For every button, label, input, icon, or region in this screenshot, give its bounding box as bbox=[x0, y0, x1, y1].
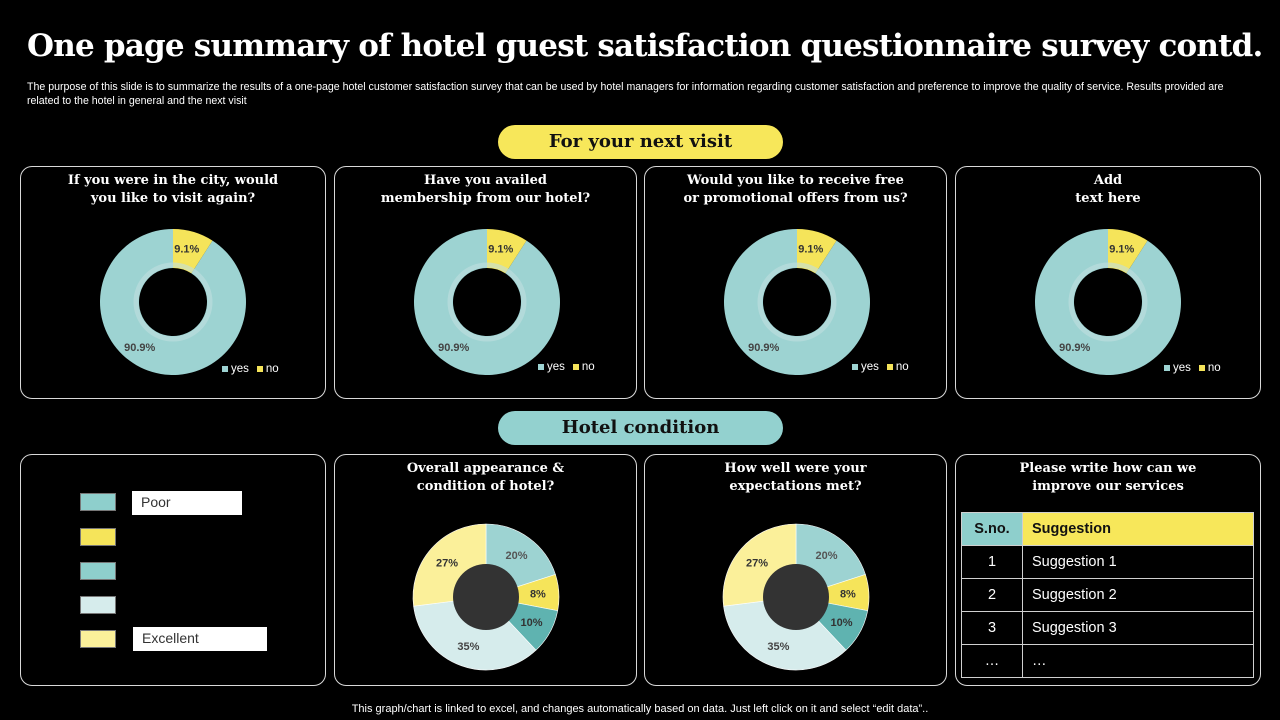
donut-inner-ring bbox=[1068, 262, 1148, 342]
chart-legend: yes no bbox=[538, 361, 595, 373]
pie-chart-expectations[interactable]: 20% 8% 10% 35% 27% bbox=[645, 455, 948, 687]
table-cell: 1 bbox=[961, 545, 1023, 579]
donut-slice-no[interactable] bbox=[1108, 229, 1148, 274]
chart-legend: yes no bbox=[222, 363, 279, 375]
column-header-sno: S.no. bbox=[961, 512, 1023, 546]
slice-label-no: 9.1% bbox=[174, 243, 199, 255]
slice-label-no: 9.1% bbox=[1109, 243, 1134, 255]
page-title: One page summary of hotel guest satisfac… bbox=[27, 28, 1263, 64]
slice-label-yes: 90.9% bbox=[748, 342, 779, 354]
donut-slice-yes[interactable] bbox=[724, 229, 870, 375]
slice-label-yes: 90.9% bbox=[124, 342, 155, 354]
table-row: 1 Suggestion 1 bbox=[961, 545, 1254, 579]
donut-inner-ring bbox=[447, 262, 527, 342]
table-header-row: S.no. Suggestion bbox=[961, 512, 1254, 546]
donut-slice-yes[interactable] bbox=[99, 229, 246, 375]
card-title: Overall appearance & condition of hotel? bbox=[406, 461, 565, 494]
rating-swatch bbox=[80, 630, 116, 648]
section-next-visit: For your next visit bbox=[498, 125, 783, 159]
pie-center-hole bbox=[763, 564, 829, 630]
slice-label: 20% bbox=[816, 550, 838, 562]
pie-slice[interactable] bbox=[413, 596, 537, 671]
slice-label-yes: 90.9% bbox=[438, 342, 469, 354]
legend-yes: yes bbox=[538, 361, 565, 373]
slice-label: 35% bbox=[457, 641, 479, 653]
legend-no: no bbox=[256, 363, 279, 375]
legend-yes: yes bbox=[852, 361, 879, 373]
slice-label: 8% bbox=[840, 589, 856, 601]
rating-key-card: Poor Excellent bbox=[20, 454, 326, 686]
donut-slice-no[interactable] bbox=[797, 229, 837, 274]
table-cell: 2 bbox=[961, 578, 1023, 612]
slice-label: 8% bbox=[530, 589, 546, 601]
rating-label-excellent[interactable]: Excellent bbox=[133, 627, 267, 651]
donut-card-membership: Have you availed membership from our hot… bbox=[334, 166, 637, 399]
section-hotel-condition: Hotel condition bbox=[498, 411, 783, 445]
rating-swatch bbox=[80, 596, 116, 614]
pie-card-appearance: Overall appearance & condition of hotel?… bbox=[334, 454, 637, 686]
rating-swatch bbox=[80, 528, 116, 546]
donut-slice-yes[interactable] bbox=[413, 229, 560, 375]
table-cell[interactable]: Suggestion 1 bbox=[1022, 545, 1254, 579]
table-cell[interactable]: … bbox=[1022, 644, 1254, 678]
donut-slice-yes[interactable] bbox=[1035, 229, 1181, 375]
card-title: Please write how can we improve our serv… bbox=[1019, 461, 1197, 494]
column-header-suggestion: Suggestion bbox=[1022, 512, 1254, 546]
donut-inner-ring bbox=[757, 262, 837, 342]
table-cell[interactable]: Suggestion 2 bbox=[1022, 578, 1254, 612]
slice-label: 20% bbox=[506, 550, 528, 562]
table-cell: … bbox=[961, 644, 1023, 678]
slice-label-no: 9.1% bbox=[798, 243, 823, 255]
rating-label-poor[interactable]: Poor bbox=[132, 491, 242, 515]
donut-chart-add-text[interactable]: 9.1% 90.9% bbox=[956, 167, 1262, 400]
legend-no: no bbox=[1198, 362, 1221, 374]
pie-slice[interactable] bbox=[723, 596, 847, 671]
card-title: If you were in the city, would you like … bbox=[67, 173, 279, 206]
donut-chart-offers[interactable]: 9.1% 90.9% bbox=[645, 167, 948, 400]
slice-label: 10% bbox=[521, 617, 543, 629]
donut-inner-ring bbox=[133, 262, 213, 342]
legend-yes: yes bbox=[222, 363, 249, 375]
slice-label-no: 9.1% bbox=[488, 243, 513, 255]
donut-card-offers: Would you like to receive free or promot… bbox=[644, 166, 947, 399]
legend-yes: yes bbox=[1164, 362, 1191, 374]
legend-no: no bbox=[572, 361, 595, 373]
donut-slice-no[interactable] bbox=[487, 229, 527, 274]
table-cell[interactable]: Suggestion 3 bbox=[1022, 611, 1254, 645]
card-title: How well were your expectations met? bbox=[724, 461, 867, 494]
card-title: Add text here bbox=[1075, 173, 1141, 206]
table-row: … … bbox=[961, 644, 1254, 678]
card-title: Would you like to receive free or promot… bbox=[683, 173, 908, 206]
donut-card-visit-again: If you were in the city, would you like … bbox=[20, 166, 326, 399]
pie-card-expectations: How well were your expectations met? 20%… bbox=[644, 454, 947, 686]
donut-slice-no[interactable] bbox=[173, 229, 213, 274]
slice-label-yes: 90.9% bbox=[1059, 342, 1090, 354]
page-subtitle: The purpose of this slide is to summariz… bbox=[27, 81, 1224, 107]
pie-center-hole bbox=[453, 564, 519, 630]
donut-chart-membership[interactable]: 9.1% 90.9% bbox=[335, 167, 638, 400]
suggestions-card: Please write how can we improve our serv… bbox=[955, 454, 1261, 686]
slice-label: 27% bbox=[436, 558, 458, 570]
table-cell: 3 bbox=[961, 611, 1023, 645]
donut-chart-visit-again[interactable]: 9.1% 90.9% bbox=[21, 167, 327, 400]
table-row: 3 Suggestion 3 bbox=[961, 611, 1254, 645]
slice-label: 27% bbox=[746, 558, 768, 570]
donut-card-add-text: Add text here 9.1% 90.9% yes no bbox=[955, 166, 1261, 399]
suggestions-table: S.no. Suggestion 1 Suggestion 1 2 Sugges… bbox=[961, 512, 1254, 678]
slice-label: 35% bbox=[767, 641, 789, 653]
chart-legend: yes no bbox=[1164, 362, 1221, 374]
footer-note: This graph/chart is linked to excel, and… bbox=[351, 703, 929, 715]
card-title: Have you availed membership from our hot… bbox=[380, 173, 591, 206]
slice-label: 10% bbox=[831, 617, 853, 629]
rating-swatch bbox=[80, 562, 116, 580]
chart-legend: yes no bbox=[852, 361, 909, 373]
pie-chart-appearance[interactable]: 20% 8% 10% 35% 27% bbox=[335, 455, 638, 687]
rating-swatch bbox=[80, 493, 116, 511]
legend-no: no bbox=[886, 361, 909, 373]
table-row: 2 Suggestion 2 bbox=[961, 578, 1254, 612]
